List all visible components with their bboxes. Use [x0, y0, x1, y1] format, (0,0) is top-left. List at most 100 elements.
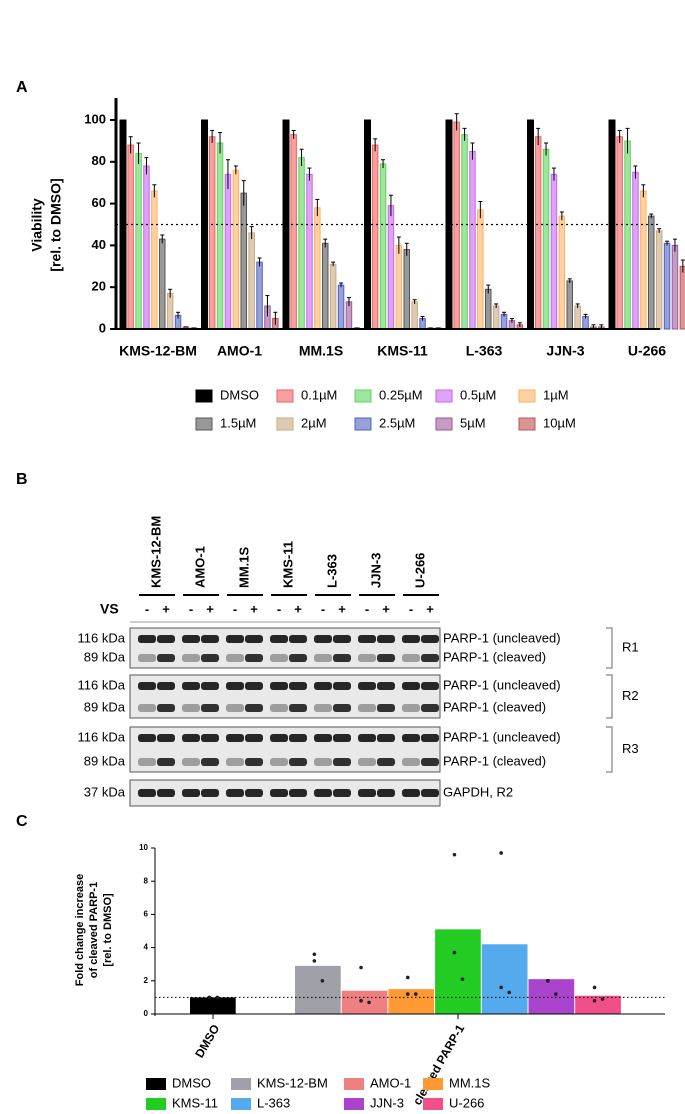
cell-line-label: MM.1S	[236, 547, 251, 589]
bar	[648, 215, 655, 330]
marker-label: 89 kDa	[84, 649, 126, 664]
band	[377, 758, 395, 766]
bar	[481, 944, 528, 1014]
bar	[655, 230, 663, 330]
band	[270, 654, 288, 662]
band	[201, 704, 219, 712]
bar	[550, 173, 558, 330]
bar	[306, 173, 313, 330]
band	[377, 789, 395, 797]
x-tick-label: U-266	[628, 343, 666, 359]
band	[182, 635, 200, 643]
x-tick-label: JJN-3	[546, 343, 584, 359]
band	[289, 789, 307, 797]
data-point	[312, 952, 317, 957]
data-point	[592, 998, 597, 1003]
legend-label: DMSO	[220, 387, 259, 402]
band	[289, 704, 307, 712]
bar	[575, 995, 621, 1014]
band	[182, 704, 200, 712]
band	[270, 682, 288, 690]
band	[289, 758, 307, 766]
band	[333, 734, 351, 742]
bar	[542, 148, 550, 330]
band	[421, 635, 439, 643]
band	[289, 654, 307, 662]
y-axis-label: Fold change increase	[74, 874, 86, 986]
data-point	[405, 975, 410, 980]
bar	[640, 190, 647, 330]
band	[421, 704, 439, 712]
legend-swatch	[435, 389, 453, 403]
band	[138, 758, 156, 766]
y-tick-label: 100	[84, 111, 106, 126]
bar	[534, 136, 542, 330]
data-point	[215, 995, 220, 1000]
band	[226, 635, 244, 643]
band	[333, 758, 351, 766]
bar	[469, 150, 476, 330]
band	[138, 654, 156, 662]
band	[421, 682, 439, 690]
bar	[190, 997, 236, 1014]
band	[270, 734, 288, 742]
cell-line-label: U-266	[412, 553, 427, 588]
cell-line-label: AMO-1	[192, 546, 207, 588]
bar	[616, 136, 623, 330]
band	[138, 734, 156, 742]
x-tick-label: KMS-11	[377, 343, 428, 359]
bar	[341, 990, 388, 1014]
band	[402, 682, 420, 690]
legend-swatch	[231, 1078, 251, 1090]
y-tick-label: 2	[144, 976, 149, 985]
band	[201, 682, 219, 690]
band	[333, 654, 351, 662]
band	[182, 654, 200, 662]
legend-label: 2µM	[301, 415, 327, 430]
y-tick-label: 80	[92, 153, 106, 168]
bar	[411, 301, 418, 330]
bar	[453, 121, 460, 330]
cell-line-label: KMS-12-BM	[148, 516, 163, 588]
legend-label: 0.5µM	[460, 387, 496, 402]
data-point	[452, 950, 457, 955]
bracket	[606, 627, 613, 669]
bar	[256, 261, 263, 330]
bar	[435, 929, 481, 1014]
band	[333, 789, 351, 797]
y-tick-label: 60	[92, 195, 106, 210]
band	[358, 704, 376, 712]
bar	[208, 136, 216, 330]
band	[402, 789, 420, 797]
bar	[671, 244, 679, 330]
treatment: +	[162, 601, 170, 616]
band	[377, 682, 395, 690]
band	[157, 758, 175, 766]
legend-swatch	[146, 1078, 166, 1090]
treatment: +	[338, 601, 346, 616]
bar	[337, 284, 345, 330]
band	[270, 704, 288, 712]
data-point	[600, 997, 605, 1001]
band	[314, 654, 332, 662]
y-tick-label: 20	[92, 279, 106, 294]
bar	[290, 134, 297, 330]
data-point	[359, 998, 363, 1003]
band	[314, 758, 332, 766]
band	[270, 758, 288, 766]
data-point	[554, 992, 558, 996]
treatment: -	[233, 601, 237, 616]
legend-swatch	[231, 1098, 251, 1110]
bar	[240, 192, 247, 330]
data-point	[507, 990, 511, 995]
treatment: -	[145, 601, 149, 616]
x-tick-label: MM.1S	[299, 343, 343, 359]
band	[358, 654, 376, 662]
band	[138, 789, 156, 797]
treatment: -	[409, 601, 413, 616]
legend-label: KMS-12-BM	[257, 1075, 328, 1090]
legend-label: 1µM	[543, 387, 569, 402]
marker-label: 89 kDa	[84, 753, 126, 768]
bar	[295, 965, 341, 1014]
